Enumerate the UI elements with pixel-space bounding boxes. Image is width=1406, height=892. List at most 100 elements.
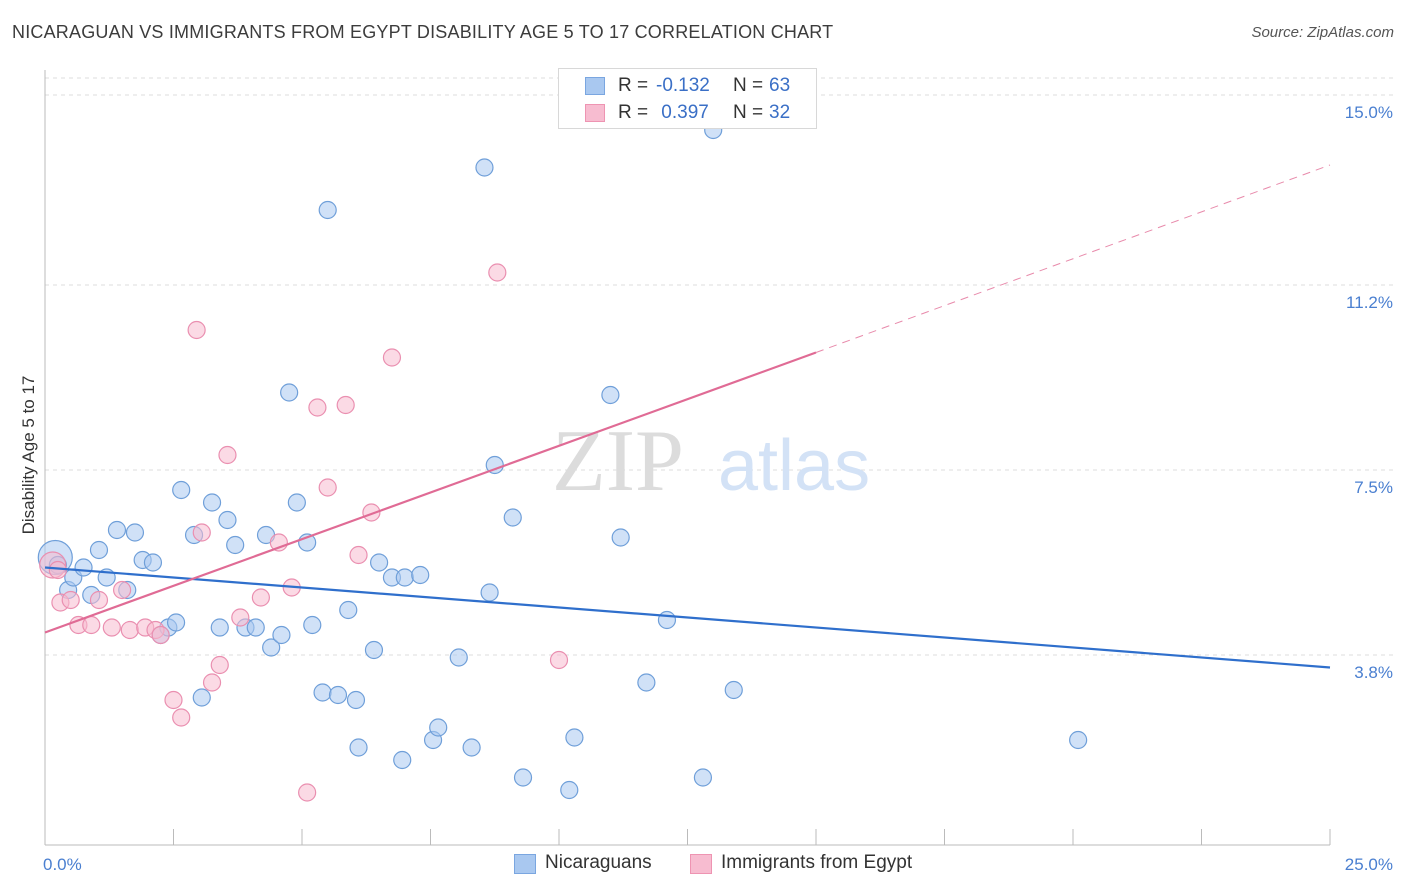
stats-box: R = -0.132 N = 63 R = 0.397 N = 32: [558, 68, 817, 129]
data-point: [164, 690, 183, 710]
data-point: [231, 608, 250, 627]
watermark: ZIP atlas: [552, 413, 870, 510]
data-point: [449, 648, 468, 667]
data-point: [262, 638, 281, 657]
data-point: [549, 650, 569, 670]
data-point: [395, 568, 414, 587]
data-point: [429, 718, 448, 737]
legend-swatch-nicaraguans: [514, 854, 536, 874]
data-point: [202, 673, 222, 692]
data-point: [349, 545, 368, 565]
data-point: [192, 523, 211, 542]
data-point: [210, 618, 229, 637]
data-point: [488, 263, 507, 282]
data-point: [411, 565, 430, 585]
data-point: [192, 688, 211, 707]
data-point: [89, 590, 109, 610]
stats-n-value: 63: [769, 75, 791, 96]
series-egypt: [39, 263, 569, 802]
data-point: [318, 200, 337, 220]
y-tick-label: 11.2%: [1346, 293, 1393, 312]
stats-swatch-nicaraguans: [585, 77, 605, 95]
data-point: [246, 618, 265, 637]
data-point: [560, 780, 579, 800]
data-point: [112, 580, 132, 600]
data-point: [125, 523, 145, 542]
trendline-nicaraguans: [44, 566, 1331, 669]
data-point: [187, 320, 206, 340]
data-point: [287, 493, 306, 512]
data-point: [318, 478, 337, 497]
data-point: [346, 690, 366, 710]
data-point: [298, 783, 317, 802]
data-point: [251, 588, 270, 607]
watermark-atlas: atlas: [718, 426, 870, 506]
data-point: [693, 768, 713, 787]
data-point: [280, 383, 299, 402]
data-point: [82, 615, 101, 635]
y-tick-labels: 3.8% 7.5% 11.2% 15.0%: [1345, 103, 1393, 682]
stats-swatch-egypt: [585, 104, 605, 122]
source-label: Source: ZipAtlas.com: [1251, 24, 1394, 41]
data-point: [218, 445, 237, 465]
data-point: [565, 728, 584, 747]
data-point: [637, 673, 656, 692]
data-point: [393, 750, 412, 770]
watermark-zip: ZIP: [552, 413, 684, 510]
x-tick-labels: 0.0% 25.0%: [43, 855, 1393, 874]
data-point: [226, 535, 245, 555]
data-point: [601, 385, 620, 405]
data-point: [475, 158, 494, 177]
data-point: [61, 590, 80, 610]
data-point: [143, 553, 163, 572]
legend-swatch-egypt: [690, 854, 712, 874]
data-point: [328, 685, 348, 705]
stats-r-value: -0.132: [656, 75, 710, 96]
stats-r-value: 0.397: [656, 102, 709, 123]
data-point: [151, 625, 170, 645]
data-point: [724, 680, 743, 700]
data-point: [172, 708, 191, 727]
x-tick-label: 25.0%: [1345, 855, 1393, 874]
stats-n-label: N =: [733, 102, 764, 123]
legend-label: Nicaraguans: [545, 852, 652, 873]
data-point: [513, 768, 533, 787]
data-point: [462, 738, 481, 757]
data-point: [74, 558, 93, 577]
data-point: [657, 610, 677, 630]
grid-lines: [45, 77, 1395, 656]
data-point: [339, 600, 358, 620]
data-point: [336, 395, 355, 415]
data-point: [218, 510, 237, 530]
data-point: [313, 683, 332, 702]
axes: [44, 70, 1331, 846]
y-tick-label: 3.8%: [1354, 663, 1393, 682]
data-point: [120, 620, 139, 640]
data-point: [362, 503, 381, 522]
y-tick-label: 15.0%: [1345, 103, 1393, 122]
x-tick-label: 0.0%: [43, 855, 82, 874]
trendline-egypt-extension: [815, 164, 1331, 353]
trendlines: [44, 164, 1331, 669]
legend-label: Immigrants from Egypt: [721, 852, 913, 873]
stats-r-label: R =: [618, 75, 649, 96]
data-point: [308, 398, 327, 417]
y-tick-label: 7.5%: [1354, 478, 1393, 497]
data-point: [102, 618, 121, 637]
data-point: [166, 613, 186, 632]
stats-n-value: 32: [769, 102, 791, 123]
data-point: [172, 480, 191, 500]
data-point: [349, 738, 368, 757]
data-point: [503, 508, 522, 527]
stats-r-label: R =: [618, 102, 649, 123]
data-point: [272, 625, 291, 645]
trendline-egypt: [44, 351, 817, 634]
data-point: [1069, 730, 1088, 750]
data-point: [89, 540, 109, 560]
data-point: [611, 528, 630, 547]
chart-title: NICARAGUAN VS IMMIGRANTS FROM EGYPT DISA…: [12, 22, 834, 42]
data-point: [370, 553, 389, 572]
data-point: [480, 583, 499, 602]
legend: Nicaraguans Immigrants from Egypt: [0, 852, 1406, 878]
